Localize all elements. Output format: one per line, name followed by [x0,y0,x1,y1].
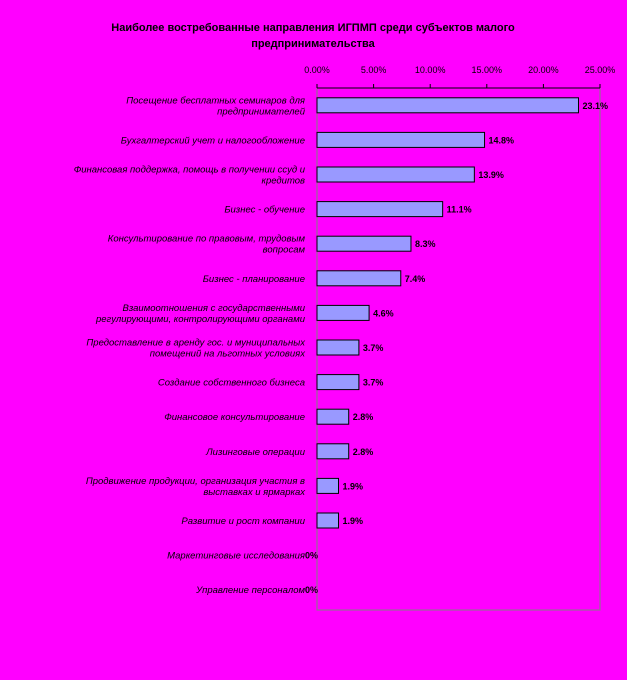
bar-value-label: 1.9% [343,516,364,526]
category-label: Лизинговые операции [205,447,306,458]
bar-value-label: 2.8% [353,447,374,457]
bar-value-label: 7.4% [405,274,426,284]
x-tick-label: 20.00% [528,65,559,75]
bar [316,235,412,252]
bar [316,339,360,356]
bar [316,304,370,321]
category-label: Создание собственного бизнеса [158,378,305,389]
bar [316,408,350,425]
chart-title-line-1: Наиболее востребованные направления ИГПМ… [111,22,515,34]
bar [316,131,486,148]
category-label: Финансовая поддержка, помощь в получении… [74,165,306,176]
category-label: регулирующими, контролирующими органами [95,314,306,325]
bar-value-label: 4.6% [373,308,394,318]
bar [316,166,475,183]
category-label: Продвижение продукции, организация участ… [86,476,305,487]
category-label: Бизнес - обучение [224,205,305,216]
plot-area [316,87,601,611]
category-label: Финансовое консультирование [164,412,305,423]
category-label: предпринимателей [217,106,306,117]
category-label: кредитов [261,176,305,187]
x-tick-label: 25.00% [585,65,616,75]
bar-value-label: 14.8% [489,135,515,145]
bar-value-label: 23.1% [582,101,608,111]
bar [316,443,350,460]
category-label: Взаимоотношения с государственными [122,303,305,314]
category-label: Предоставление в аренду гос. и муниципал… [86,338,306,349]
bar-value-label: 1.9% [343,481,364,491]
bar [316,374,360,391]
bar-value-label: 2.8% [353,412,374,422]
x-tick-label: 10.00% [415,65,446,75]
category-label: Управление персоналом [195,585,305,596]
category-label: вопросам [263,245,306,256]
bar [316,97,579,114]
category-label: Бизнес - планирование [203,274,305,285]
bar-value-label: 13.9% [478,170,504,180]
bar [316,201,444,218]
x-axis: 0.00% 5.00% 10.00% 15.00% 20.00% 25.00% [304,65,616,611]
x-tick-label: 0.00% [304,65,330,75]
x-tick-label: 15.00% [472,65,503,75]
category-label: Маркетинговые исследования [167,551,305,562]
bar-value-label: 0% [305,585,318,595]
bar [316,270,402,287]
x-tick-label: 5.00% [361,65,387,75]
category-label: Бухгалтерский учет и налогообложение [121,135,305,146]
bar-value-label: 3.7% [363,343,384,353]
bar [316,477,340,494]
category-label: помещений на льготных условиях [150,349,306,360]
bar-value-label: 8.3% [415,239,436,249]
bar-value-label: 0% [305,551,318,561]
category-label: Консультирование по правовым, трудовым [108,234,306,245]
chart-title-line-2: предпринимательства [251,38,375,50]
bar-value-label: 3.7% [363,378,384,388]
bar-value-label: 11.1% [447,205,472,215]
bar [316,512,340,529]
category-label: Посещение бесплатных семинаров для [126,95,305,106]
bars: 23.1% 14.8% 13.9% 11.1% 8.3% 7.4% 4.6% 3.7% 3.7%… [305,97,608,595]
category-label: Развитие и рост компании [181,516,305,527]
category-label: выставках и ярмарках [203,487,306,498]
category-labels: Посещение бесплатных семинаров дляпредпр… [74,95,307,596]
